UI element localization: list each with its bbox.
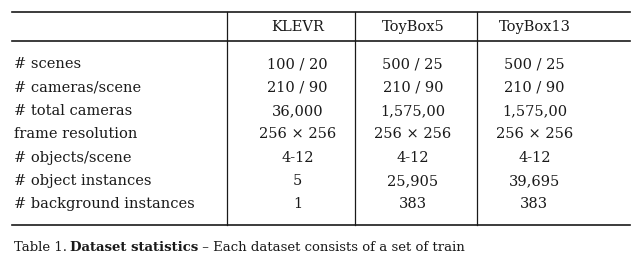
Text: 256 × 256: 256 × 256 <box>496 127 573 141</box>
Text: 210 / 90: 210 / 90 <box>268 81 328 95</box>
Text: 383: 383 <box>520 197 548 211</box>
Text: 210 / 90: 210 / 90 <box>383 81 443 95</box>
Text: 5: 5 <box>293 174 302 188</box>
Text: 500 / 25: 500 / 25 <box>504 57 564 71</box>
Text: # objects/scene: # objects/scene <box>14 151 132 164</box>
Text: – Each dataset consists of a set of train: – Each dataset consists of a set of trai… <box>198 241 465 254</box>
Text: 1: 1 <box>293 197 302 211</box>
Text: # total cameras: # total cameras <box>14 104 132 118</box>
Text: 39,695: 39,695 <box>509 174 560 188</box>
Text: 100 / 20: 100 / 20 <box>268 57 328 71</box>
Text: 36,000: 36,000 <box>272 104 323 118</box>
Text: # object instances: # object instances <box>14 174 152 188</box>
Text: frame resolution: frame resolution <box>14 127 138 141</box>
Text: 4-12: 4-12 <box>397 151 429 164</box>
Text: Table 1.: Table 1. <box>14 241 70 254</box>
Text: 383: 383 <box>399 197 427 211</box>
Text: # background instances: # background instances <box>14 197 195 211</box>
Text: 1,575,00: 1,575,00 <box>502 104 567 118</box>
Text: # scenes: # scenes <box>14 57 81 71</box>
Text: # cameras/scene: # cameras/scene <box>14 81 141 95</box>
Text: Dataset statistics: Dataset statistics <box>70 241 198 254</box>
Text: 4-12: 4-12 <box>518 151 550 164</box>
Text: KLEVR: KLEVR <box>271 20 324 34</box>
Text: ToyBox13: ToyBox13 <box>499 20 570 34</box>
Text: 4-12: 4-12 <box>282 151 314 164</box>
Text: ToyBox5: ToyBox5 <box>381 20 444 34</box>
Text: 256 × 256: 256 × 256 <box>259 127 336 141</box>
Text: 210 / 90: 210 / 90 <box>504 81 564 95</box>
Text: 500 / 25: 500 / 25 <box>383 57 443 71</box>
Text: 256 × 256: 256 × 256 <box>374 127 451 141</box>
Text: 25,905: 25,905 <box>387 174 438 188</box>
Text: 1,575,00: 1,575,00 <box>380 104 445 118</box>
